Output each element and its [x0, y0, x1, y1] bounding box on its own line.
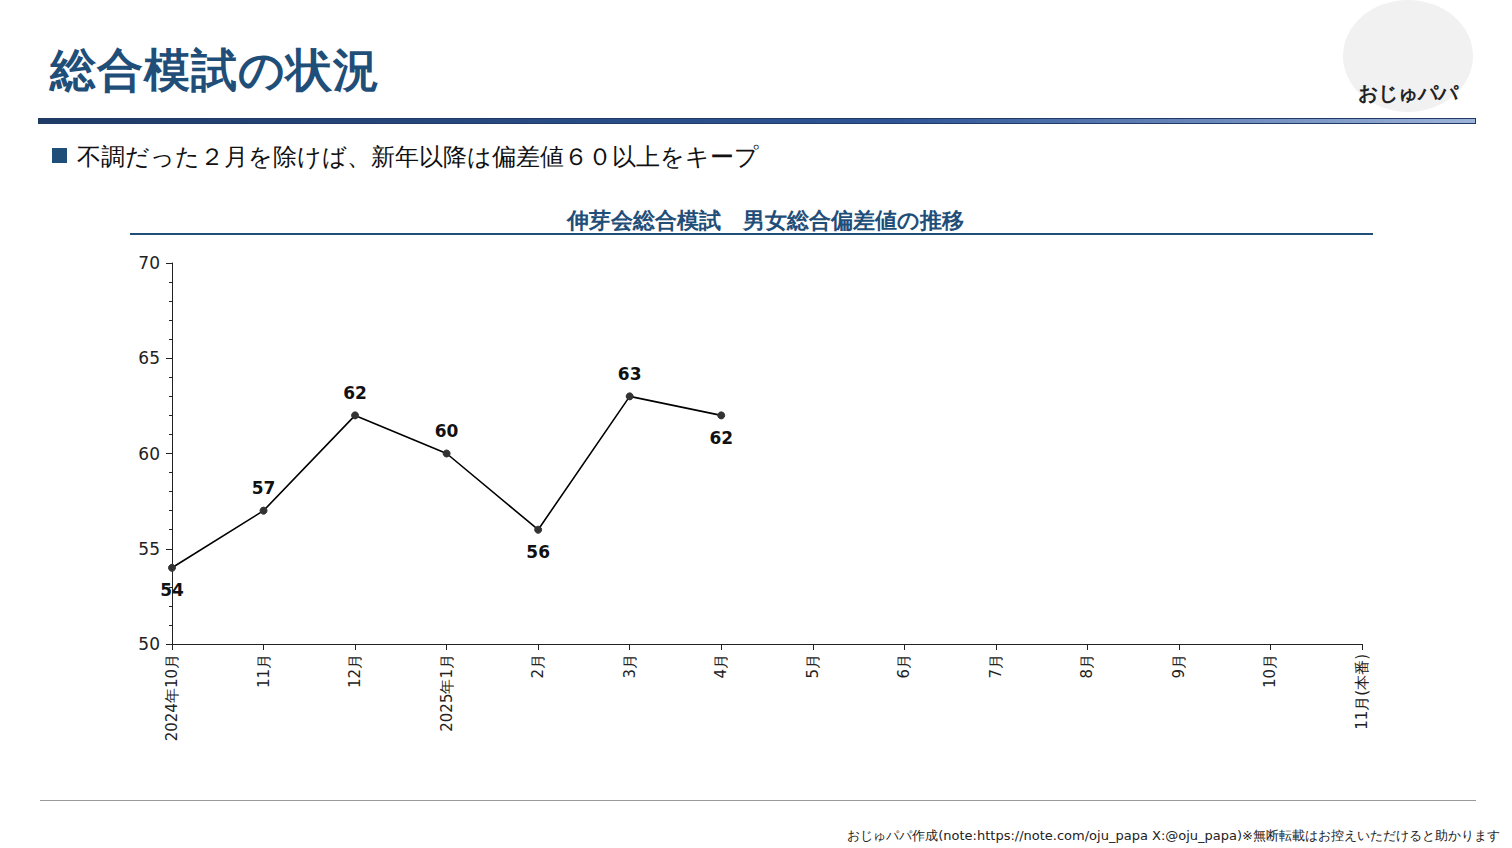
- svg-text:57: 57: [252, 478, 276, 498]
- svg-text:5月: 5月: [804, 654, 822, 679]
- svg-text:50: 50: [138, 634, 160, 654]
- svg-text:2025年1月: 2025年1月: [438, 654, 456, 732]
- svg-text:7月: 7月: [987, 654, 1005, 679]
- svg-text:伸芽会総合模試 男女総合偏差値の推移: 伸芽会総合模試 男女総合偏差値の推移: [566, 208, 964, 233]
- svg-text:8月: 8月: [1078, 654, 1096, 679]
- svg-text:65: 65: [138, 348, 160, 368]
- svg-text:56: 56: [526, 542, 550, 562]
- html-text:おじゅパパ作成(note:https://note.com/: おじゅパパ作成(note:https://note.com/oju_papa X…: [847, 828, 1500, 843]
- html-text:総合模試の状況: 総合模試の状況: [50, 43, 380, 97]
- html-text:おじゅパパ: おじゅパパ: [1358, 81, 1458, 105]
- svg-text:11月: 11月: [255, 654, 273, 688]
- svg-text:3月: 3月: [621, 654, 639, 679]
- svg-text:11月(本番): 11月(本番): [1353, 654, 1371, 730]
- html-text:不調だった２月を除けば、新年以降は偏差値６０以上をキープ: 不調だった２月を除けば、新年以降は偏差値６０以上をキープ: [77, 143, 759, 171]
- svg-text:2024年10月: 2024年10月: [163, 654, 181, 741]
- svg-text:62: 62: [343, 383, 367, 403]
- svg-text:9月: 9月: [1170, 654, 1188, 679]
- svg-text:2月: 2月: [529, 654, 547, 679]
- svg-text:60: 60: [435, 421, 459, 441]
- svg-text:60: 60: [138, 444, 160, 464]
- svg-text:12月: 12月: [346, 654, 364, 688]
- svg-text:55: 55: [138, 539, 160, 559]
- svg-text:54: 54: [160, 580, 184, 600]
- svg-text:70: 70: [138, 253, 160, 273]
- svg-text:62: 62: [709, 428, 733, 448]
- svg-text:4月: 4月: [712, 654, 730, 679]
- svg-text:63: 63: [618, 364, 642, 384]
- svg-text:10月: 10月: [1261, 654, 1279, 688]
- svg-text:6月: 6月: [895, 654, 913, 679]
